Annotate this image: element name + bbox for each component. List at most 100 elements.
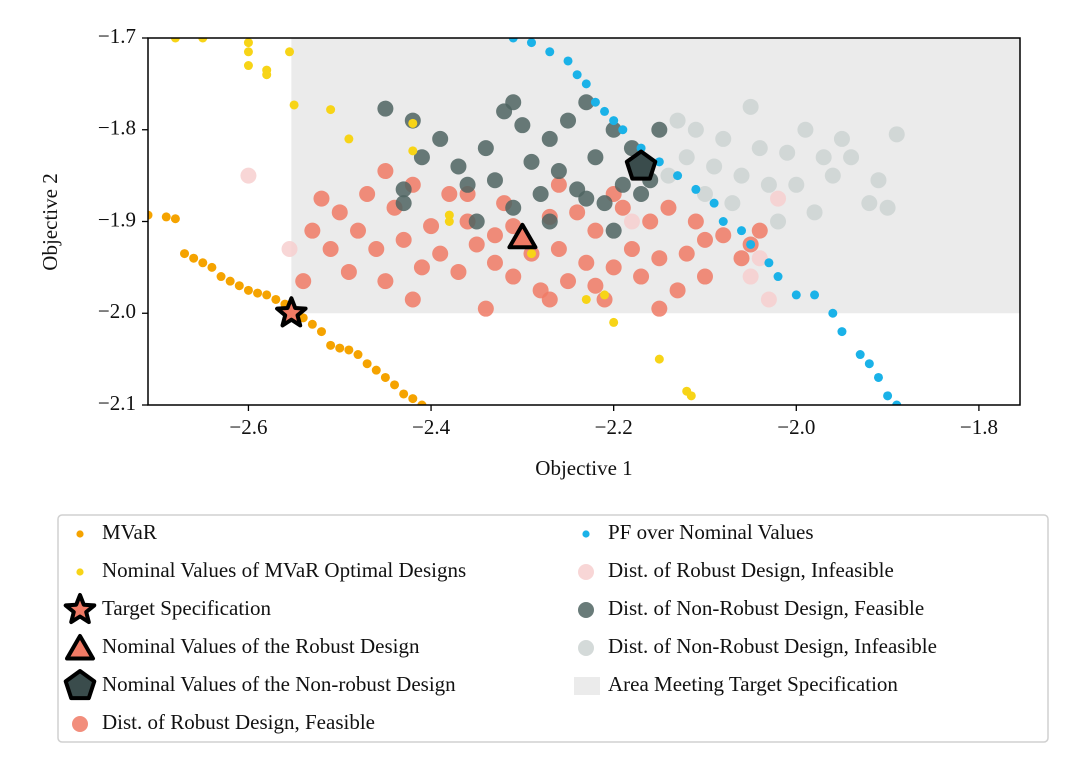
point (560, 112, 577, 129)
point (72, 716, 88, 732)
x-tick-label: −1.8 (960, 415, 998, 439)
point (578, 564, 594, 580)
point (751, 140, 768, 157)
y-tick-label: −1.9 (98, 207, 136, 231)
point (770, 190, 787, 207)
point (669, 112, 686, 129)
point (550, 241, 567, 258)
point (413, 149, 430, 166)
point (508, 38, 518, 43)
legend-label: PF over Nominal Values (608, 520, 814, 544)
point (609, 116, 619, 126)
point (377, 273, 394, 290)
point (582, 530, 590, 538)
point (468, 213, 485, 230)
point (651, 121, 668, 138)
star-marker (275, 296, 308, 328)
legend-label: Nominal Values of MVaR Optimal Designs (102, 558, 466, 582)
point (843, 149, 860, 166)
point (335, 343, 345, 353)
point (295, 273, 312, 290)
point (651, 250, 668, 267)
point (432, 130, 449, 147)
point (243, 47, 253, 57)
y-axis-label: Objective 2 (38, 173, 62, 270)
point (746, 239, 756, 249)
point (417, 400, 427, 405)
point (706, 158, 723, 175)
point (733, 250, 750, 267)
point (243, 61, 253, 71)
point (837, 327, 847, 337)
point (170, 38, 180, 43)
point (468, 236, 485, 253)
legend-label: Target Specification (102, 596, 271, 620)
point (326, 340, 336, 350)
point (326, 105, 336, 115)
point (563, 56, 573, 66)
point (526, 249, 536, 259)
point (477, 300, 494, 317)
point (148, 210, 153, 220)
point (362, 359, 372, 369)
point (687, 213, 704, 230)
point (669, 282, 686, 299)
point (395, 231, 412, 248)
plot-area (148, 38, 1020, 405)
point (253, 288, 263, 298)
point (696, 185, 713, 202)
point (636, 143, 646, 153)
pentagon-marker (624, 149, 658, 181)
point (623, 241, 640, 258)
point (715, 227, 732, 244)
legend-label: Area Meeting Target Specification (608, 672, 898, 696)
point (828, 308, 838, 318)
point (779, 144, 796, 161)
point (298, 313, 308, 323)
point (673, 171, 683, 181)
legend-label: Dist. of Robust Design, Feasible (102, 710, 375, 734)
point (331, 204, 348, 221)
point (262, 70, 272, 80)
legend-label: MVaR (102, 520, 157, 544)
point (855, 350, 865, 360)
point (587, 149, 604, 166)
point (596, 195, 613, 212)
star-marker (63, 593, 97, 625)
point (76, 568, 84, 576)
point (742, 268, 759, 285)
point (316, 327, 326, 337)
legend-label: Dist. of Robust Design, Infeasible (608, 558, 894, 582)
point (569, 204, 586, 221)
y-tick-label: −1.7 (98, 24, 136, 48)
point (523, 153, 540, 170)
point (633, 185, 650, 202)
point (770, 213, 787, 230)
point (864, 359, 874, 369)
point (408, 118, 418, 128)
y-tick-label: −2.1 (98, 391, 136, 415)
legend-label: Nominal Values of the Non-robust Design (102, 672, 456, 696)
x-tick-label: −2.0 (777, 415, 815, 439)
point (243, 38, 253, 48)
triangle-marker (507, 222, 538, 250)
point (281, 241, 298, 258)
point (718, 217, 728, 226)
point (304, 222, 321, 239)
point (450, 263, 467, 280)
point (888, 126, 905, 143)
point (560, 273, 577, 290)
point (618, 125, 628, 135)
point (633, 268, 650, 285)
point (715, 130, 732, 147)
point (545, 47, 555, 57)
point (240, 167, 257, 184)
point (791, 290, 801, 300)
point (413, 259, 430, 276)
point (313, 190, 330, 207)
point (161, 212, 171, 222)
point (423, 218, 440, 235)
point (344, 134, 354, 144)
point (353, 350, 363, 360)
point (344, 345, 354, 355)
